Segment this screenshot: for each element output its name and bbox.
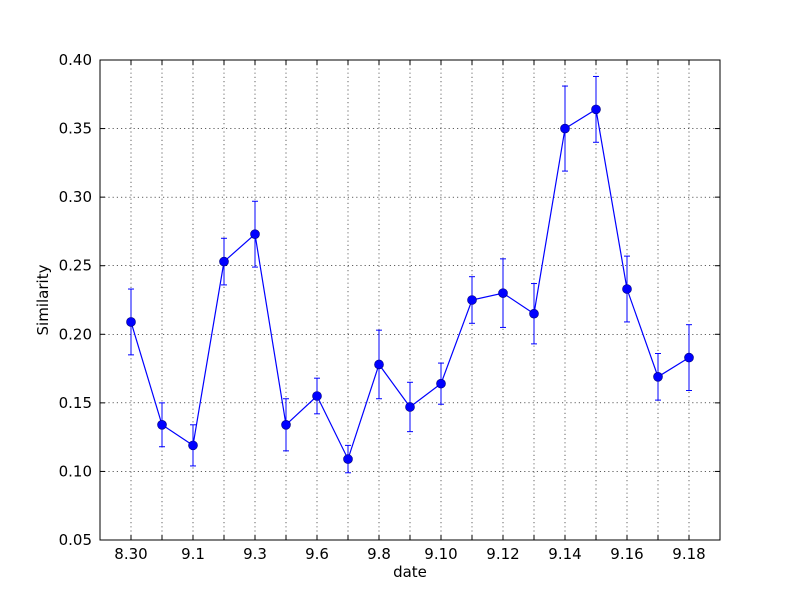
data-point [343, 454, 353, 464]
data-point [219, 256, 229, 267]
data-point [622, 284, 632, 294]
x-tick-label: 9.14 [548, 545, 581, 563]
x-axis-label: date [393, 563, 427, 581]
x-tick-label: 9.1 [181, 545, 205, 563]
data-point [126, 317, 136, 327]
data-point [405, 402, 415, 412]
y-tick-label: 0.40 [59, 51, 92, 69]
y-axis-label: Similarity [34, 264, 52, 335]
data-point [467, 295, 477, 305]
data-point [591, 104, 601, 115]
x-tick-label: 8.30 [114, 545, 147, 563]
data-point [374, 359, 384, 370]
y-tick-label: 0.10 [59, 462, 92, 480]
x-tick-label: 9.8 [367, 545, 391, 563]
data-point [250, 229, 260, 239]
data-point [498, 288, 508, 298]
y-tick-label: 0.05 [59, 531, 92, 549]
data-markers [126, 104, 694, 464]
data-point [188, 440, 198, 451]
x-tick-label: 9.18 [672, 545, 705, 563]
y-tick-label: 0.20 [59, 325, 92, 343]
x-axis-ticks: 8.30 9.1 9.3 9.6 9.8 9.10 9.12 9.14 9.16 9.18 [114, 60, 706, 563]
x-tick-label: 9.12 [486, 545, 519, 563]
x-tick-label: 9.10 [424, 545, 457, 563]
data-point [560, 123, 570, 134]
x-tick-label: 9.16 [610, 545, 643, 563]
data-point [281, 419, 291, 430]
data-point [157, 419, 167, 430]
y-tick-label: 0.30 [59, 188, 92, 206]
y-tick-label: 0.35 [59, 120, 92, 138]
y-axis-ticks: 0.05 0.10 0.15 0.20 0.25 0.30 0.35 0.40 [59, 51, 720, 549]
x-tick-label: 9.3 [243, 545, 267, 563]
data-point [653, 371, 663, 382]
data-point [529, 308, 539, 319]
data-point [684, 352, 694, 363]
y-tick-label: 0.15 [59, 394, 92, 412]
data-point [436, 378, 446, 389]
y-tick-label: 0.25 [59, 257, 92, 275]
x-tick-label: 9.6 [305, 545, 329, 563]
data-point [312, 391, 322, 401]
